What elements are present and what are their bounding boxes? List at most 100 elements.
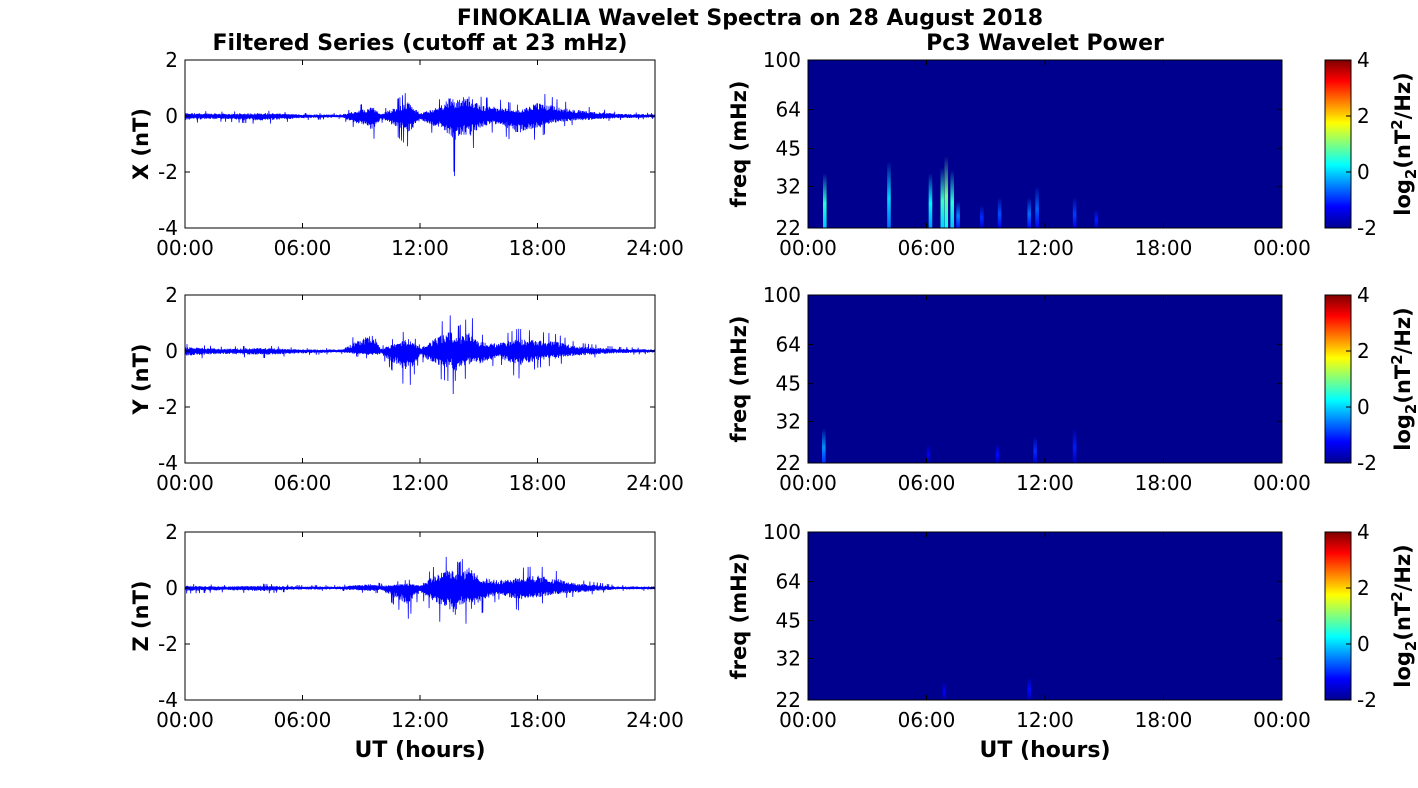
wavelet-burst bbox=[980, 205, 984, 228]
wavelet-burst bbox=[887, 161, 891, 228]
colorbar-tick-label: 2 bbox=[1357, 576, 1370, 600]
series-trace-X bbox=[184, 93, 656, 177]
y-tick-label: 100 bbox=[763, 48, 801, 72]
y-tick-label: 32 bbox=[776, 409, 801, 433]
x-tick-label: 06:00 bbox=[898, 471, 956, 495]
x-tick-label: 24:00 bbox=[626, 471, 684, 495]
wavelet-burst bbox=[950, 170, 954, 228]
y-tick-label: 64 bbox=[776, 98, 801, 122]
wavelet-ylabel: freq (mHz) bbox=[727, 81, 751, 208]
x-tick-label: 24:00 bbox=[626, 708, 684, 732]
x-tick-label: 18:00 bbox=[1135, 471, 1193, 495]
y-tick-label: 0 bbox=[165, 576, 178, 600]
wavelet-burst bbox=[997, 197, 1002, 228]
wavelet-burst bbox=[995, 444, 1000, 463]
colorbar-tick-label: 0 bbox=[1357, 395, 1370, 419]
wavelet-burst bbox=[1027, 197, 1031, 228]
y-tick-label: 0 bbox=[165, 104, 178, 128]
series-panel-Z: 2 0 -2 -400:00 06:00 12:00 18:00 24:00 Z (nT) bbox=[129, 520, 684, 732]
wavelet-background bbox=[808, 532, 1282, 700]
colorbar-tick-label: 2 bbox=[1357, 339, 1370, 363]
x-tick-label: 18:00 bbox=[1135, 708, 1193, 732]
y-tick-label: 22 bbox=[776, 451, 801, 475]
wavelet-burst bbox=[1094, 209, 1099, 228]
wavelet-burst bbox=[928, 173, 933, 228]
colorbar-gradient bbox=[1324, 59, 1352, 229]
colorbar-X: 4 2 0 -2 log2(nT2/Hz) bbox=[1324, 48, 1418, 240]
figure-title: FINOKALIA Wavelet Spectra on 28 August 2… bbox=[457, 6, 1043, 31]
y-tick-label: 45 bbox=[776, 137, 801, 161]
wavelet-ylabel: freq (mHz) bbox=[727, 316, 751, 443]
x-tick-label: 00:00 bbox=[779, 708, 837, 732]
x-tick-label: 00:00 bbox=[156, 236, 214, 260]
wavelet-burst bbox=[1072, 197, 1077, 228]
x-tick-label: 00:00 bbox=[779, 236, 837, 260]
x-tick-label: 12:00 bbox=[1016, 236, 1074, 260]
colorbar-label: log2(nT2/Hz) bbox=[1388, 307, 1418, 451]
x-tick-label: 18:00 bbox=[509, 708, 567, 732]
wavelet-burst bbox=[1035, 186, 1039, 228]
series-plot-area bbox=[185, 60, 655, 228]
series-panel-X: 2 0 -2 -400:00 06:00 12:00 18:00 24:00 X (nT) bbox=[129, 48, 684, 260]
x-tick-label: 12:00 bbox=[391, 236, 449, 260]
wavelet-burst bbox=[822, 428, 826, 463]
y-tick-label: 45 bbox=[776, 372, 801, 396]
colorbar-gradient bbox=[1324, 531, 1352, 701]
left-column-title: Filtered Series (cutoff at 23 mHz) bbox=[213, 31, 628, 56]
y-tick-label: 32 bbox=[776, 646, 801, 670]
x-tick-label: 18:00 bbox=[1135, 236, 1193, 260]
x-tick-label: 12:00 bbox=[1016, 708, 1074, 732]
y-tick-label: 2 bbox=[165, 283, 178, 307]
colorbar-tick-label: 4 bbox=[1357, 48, 1370, 72]
y-tick-label: 22 bbox=[776, 688, 801, 712]
y-tick-label: 64 bbox=[776, 333, 801, 357]
y-tick-label: -4 bbox=[158, 451, 178, 475]
colorbar-label: log2(nT2/Hz) bbox=[1388, 72, 1418, 216]
colorbar-tick-label: 4 bbox=[1357, 283, 1370, 307]
x-tick-label: 06:00 bbox=[274, 708, 332, 732]
x-tick-label: 12:00 bbox=[1016, 471, 1074, 495]
y-tick-label: 45 bbox=[776, 609, 801, 633]
y-tick-label: 2 bbox=[165, 520, 178, 544]
series-plot-area bbox=[185, 532, 655, 700]
colorbar-gradient bbox=[1324, 294, 1352, 464]
y-tick-label: 100 bbox=[763, 520, 801, 544]
series-panel-Y: 2 0 -2 -400:00 06:00 12:00 18:00 24:00 Y (nT) bbox=[129, 283, 684, 495]
y-tick-label: -4 bbox=[158, 688, 178, 712]
panels: 20-2-400:00 06:00 12:00 18:00 24:00X (nT)20-… bbox=[129, 48, 1418, 732]
colorbar-tick-label: -2 bbox=[1357, 216, 1377, 240]
colorbar-label: log2(nT2/Hz) bbox=[1388, 544, 1418, 688]
series-ylabel-X: X (nT) bbox=[129, 108, 153, 180]
colorbar-tick-label: 0 bbox=[1357, 160, 1370, 184]
wavelet-ylabel: freq (mHz) bbox=[727, 553, 751, 680]
series-trace-Y bbox=[184, 315, 656, 395]
x-tick-label: 00:00 bbox=[1253, 708, 1311, 732]
colorbar-Y: 4 2 0 -2 log2(nT2/Hz) bbox=[1324, 283, 1418, 475]
y-tick-label: -4 bbox=[158, 216, 178, 240]
wavelet-burst bbox=[940, 167, 945, 228]
colorbar-tick-label: 2 bbox=[1357, 104, 1370, 128]
wavelet-burst bbox=[1033, 436, 1037, 463]
y-tick-label: -2 bbox=[158, 395, 178, 419]
x-tick-label: 00:00 bbox=[1253, 236, 1311, 260]
x-tick-label: 00:00 bbox=[156, 471, 214, 495]
wavelet-background bbox=[808, 60, 1282, 228]
colorbar-tick-label: -2 bbox=[1357, 451, 1377, 475]
x-tick-label: 18:00 bbox=[509, 236, 567, 260]
x-tick-label: 06:00 bbox=[274, 236, 332, 260]
colorbar-tick-label: 4 bbox=[1357, 520, 1370, 544]
y-tick-label: 100 bbox=[763, 283, 801, 307]
wavelet-burst bbox=[956, 201, 960, 228]
x-tick-label: 24:00 bbox=[626, 236, 684, 260]
wavelet-burst bbox=[822, 173, 827, 228]
x-tick-label: 06:00 bbox=[274, 471, 332, 495]
colorbar-tick-label: 0 bbox=[1357, 632, 1370, 656]
x-tick-label: 12:00 bbox=[391, 471, 449, 495]
series-trace-Z bbox=[184, 556, 656, 624]
right-time-xlabel: UT (hours) bbox=[979, 738, 1110, 763]
colorbar-Z: 4 2 0 -2 log2(nT2/Hz) bbox=[1324, 520, 1418, 712]
